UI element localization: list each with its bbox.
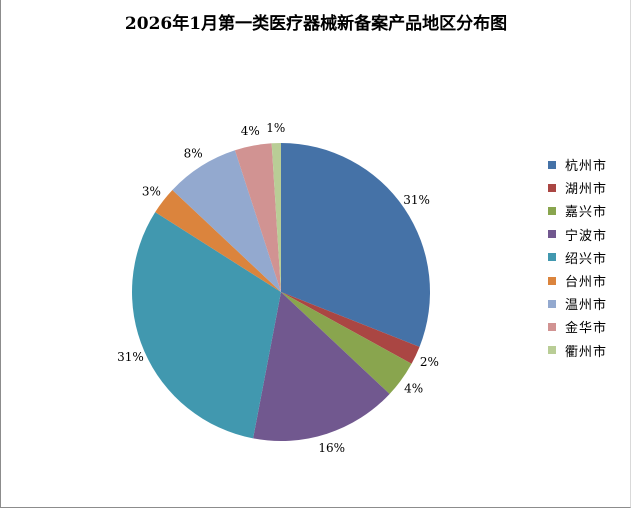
legend-item: 温州市 [548,292,607,315]
pie-slice [172,150,281,292]
pie-slice [281,292,420,364]
slice-data-label: 4% [241,124,260,138]
legend-swatch [548,160,556,169]
legend-swatch [548,346,556,355]
slice-data-label: 1% [266,121,285,135]
pie-slice [234,143,281,292]
legend-item: 嘉兴市 [548,199,607,222]
legend-item: 金华市 [548,315,607,338]
legend-swatch [548,253,556,262]
pie-slice [271,142,281,292]
legend-label: 金华市 [565,321,608,337]
legend-label: 嘉兴市 [565,205,608,221]
slice-data-label: 8% [184,147,203,161]
legend-label: 湖州市 [565,182,608,198]
legend-label: 宁波市 [565,228,608,244]
legend-swatch [548,206,556,215]
slice-data-label: 16% [318,441,345,455]
pie-slice [281,143,431,347]
pie-slice [132,212,281,439]
legend-swatch [548,276,556,285]
legend-swatch [548,230,556,239]
legend-swatch [548,183,556,192]
slice-data-label: 3% [142,185,161,199]
legend-label: 杭州市 [565,159,608,175]
pie-slice [281,292,412,394]
chart-title: 2026年1月第一类医疗器械新备案产品地区分布图 [124,14,508,34]
slice-data-label: 2% [420,355,439,369]
slice-data-label: 4% [404,381,423,395]
legend-item: 台州市 [548,269,607,292]
legend-item: 绍兴市 [548,246,607,269]
legend-item: 湖州市 [548,176,607,199]
legend-swatch [548,299,556,308]
legend-item: 杭州市 [548,153,607,176]
legend-item: 宁波市 [548,223,607,246]
legend-label: 台州市 [565,275,608,291]
legend-label: 绍兴市 [565,251,608,267]
slice-data-label: 31% [117,350,144,364]
pie-slice [155,190,281,292]
slice-data-label: 31% [403,193,430,207]
legend-swatch [548,322,556,331]
legend-label: 衢州市 [565,344,608,360]
legend-label: 温州市 [565,298,608,314]
legend: 杭州市湖州市嘉兴市宁波市绍兴市台州市温州市金华市衢州市 [548,153,607,362]
legend-item: 衢州市 [548,339,607,362]
pie-slice [253,292,390,442]
